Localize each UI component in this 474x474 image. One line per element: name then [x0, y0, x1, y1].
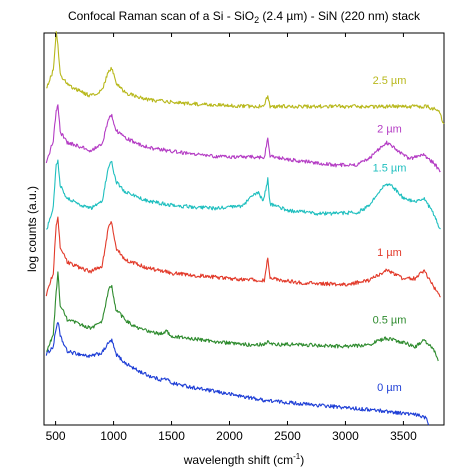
x-tick-label-1: 1000 — [100, 429, 127, 443]
series-label-4: 2 µm — [377, 123, 402, 135]
series-label-5: 2.5 µm — [373, 75, 407, 87]
x-tick-label-0: 500 — [46, 429, 66, 443]
series-line-0-5m — [46, 271, 439, 362]
x-tick-label-4: 2500 — [274, 429, 301, 443]
series-label-2: 1 µm — [377, 247, 402, 259]
y-axis-title: log counts (a.u.) — [25, 186, 39, 272]
series-label-0: 0 µm — [377, 382, 402, 394]
x-tick-label-6: 3500 — [390, 429, 417, 443]
series-group — [45, 31, 445, 426]
series-line-2m — [45, 104, 441, 173]
x-tick-label-3: 2000 — [216, 429, 243, 443]
series-label-1: 0.5 µm — [373, 315, 407, 327]
x-tick-label-5: 3000 — [332, 429, 359, 443]
series-line-1-5m — [46, 159, 441, 230]
x-axis: 500 1000 1500 2000 2500 3000 3500 — [46, 33, 417, 443]
series-line-1m — [45, 216, 441, 298]
series-labels: 0 µm 0.5 µm 1 µm 1.5 µm 2 µm 2.5 µm — [373, 75, 407, 394]
series-label-3: 1.5 µm — [373, 163, 407, 175]
series-line-0m — [45, 321, 430, 426]
series-line-2-5m — [46, 31, 445, 125]
chart-title: Confocal Raman scan of a Si - SiO2 (2.4 … — [68, 9, 421, 25]
plot-area-frame — [43, 32, 445, 426]
x-axis-title: wavelength shift (cm-1) — [183, 452, 305, 467]
x-tick-label-2: 1500 — [158, 429, 185, 443]
